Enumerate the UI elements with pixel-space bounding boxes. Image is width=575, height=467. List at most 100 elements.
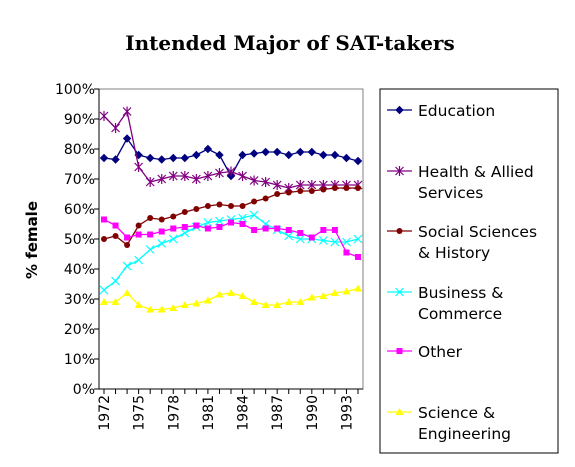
data-point-other — [355, 254, 361, 260]
plot-area — [98, 88, 364, 390]
data-point-science-engineering — [146, 305, 155, 313]
data-point-business-commerce — [284, 231, 294, 241]
data-point-science-engineering — [227, 289, 235, 296]
data-point-science-engineering — [169, 304, 178, 311]
data-point-education — [353, 156, 363, 166]
legend-label: Health & Allied — [418, 163, 534, 181]
y-tick-label: 20% — [64, 322, 95, 338]
data-point-education — [157, 155, 166, 164]
legend-label: Commerce — [418, 305, 502, 323]
x-tick-label: 1975 — [132, 395, 148, 431]
data-point-health-allied-services — [99, 111, 109, 121]
y-tick-label: 40% — [64, 262, 95, 278]
legend-label: Science & — [418, 404, 495, 422]
data-point-health-allied-services — [111, 123, 120, 133]
data-point-other — [320, 227, 327, 233]
data-point-other — [181, 224, 188, 230]
legend-swatch-marker — [395, 105, 404, 115]
y-tick-label: 90% — [64, 112, 95, 128]
data-point-health-allied-services — [157, 174, 167, 184]
y-tick-label: 80% — [64, 142, 95, 158]
data-point-education — [192, 150, 201, 160]
legend-label: Engineering — [418, 425, 511, 443]
legend-entry-business-commerce: Business & Commerce — [387, 284, 503, 323]
data-point-social-sciences-history — [297, 188, 304, 194]
y-axis: 0% 10% 20% 30% 40% 50% 60% 70% 80% 90% 100% — [55, 82, 100, 398]
legend-swatch-marker — [396, 348, 403, 354]
y-tick-label: 70% — [64, 172, 95, 188]
data-point-science-engineering — [307, 293, 316, 301]
series-line-business-commerce — [103, 214, 359, 291]
data-point-other — [228, 219, 234, 226]
data-point-health-allied-services — [134, 162, 144, 172]
data-point-education — [203, 144, 213, 154]
series-layer — [99, 106, 363, 313]
series-social-sciences-history — [101, 185, 361, 248]
data-point-education — [319, 150, 328, 160]
data-point-business-commerce — [180, 228, 190, 238]
data-point-business-commerce — [122, 261, 132, 271]
data-point-education — [307, 147, 317, 157]
data-point-education — [296, 147, 305, 157]
data-point-health-allied-services — [272, 180, 282, 190]
data-point-social-sciences-history — [147, 215, 154, 221]
data-point-business-commerce — [145, 245, 155, 254]
data-point-science-engineering — [238, 292, 247, 299]
data-point-social-sciences-history — [170, 213, 177, 220]
data-point-science-engineering — [342, 287, 351, 295]
data-point-business-commerce — [330, 237, 340, 247]
legend-swatch-marker — [395, 287, 404, 297]
data-point-health-allied-services — [261, 177, 271, 187]
data-point-business-commerce — [203, 218, 213, 227]
data-point-science-engineering — [296, 298, 305, 305]
data-point-other — [170, 225, 177, 232]
series-health-allied-services — [99, 106, 363, 193]
data-point-health-allied-services — [215, 168, 224, 178]
data-point-other — [251, 227, 258, 233]
data-point-education — [272, 147, 282, 157]
data-point-other — [343, 249, 350, 256]
data-point-other — [204, 225, 211, 232]
data-point-health-allied-services — [168, 171, 178, 181]
y-axis-label: % female — [23, 201, 41, 279]
legend-box — [379, 88, 559, 454]
y-tick-label: 60% — [64, 202, 95, 218]
data-point-health-allied-services — [226, 166, 236, 177]
legend-label: & History — [418, 244, 490, 262]
data-point-science-engineering — [100, 298, 108, 305]
data-point-other — [101, 216, 107, 223]
legend-label: Social Sciences — [418, 223, 537, 241]
data-point-other — [274, 225, 281, 232]
data-point-other — [193, 222, 200, 229]
data-point-education — [284, 150, 293, 160]
legend-entry-health-allied-services: Health & Allied Services — [387, 163, 534, 202]
data-point-social-sciences-history — [331, 185, 338, 191]
data-point-other — [285, 227, 292, 233]
legend: Education Health & Allied Services Social S… — [387, 102, 537, 443]
data-point-social-sciences-history — [124, 242, 131, 248]
data-point-social-sciences-history — [181, 209, 188, 215]
data-point-business-commerce — [134, 255, 144, 265]
data-point-other — [135, 231, 142, 238]
data-point-social-sciences-history — [355, 185, 361, 191]
data-point-other — [331, 227, 338, 233]
data-point-education — [249, 149, 259, 158]
data-point-social-sciences-history — [204, 203, 211, 209]
data-point-social-sciences-history — [193, 206, 200, 212]
y-tick-label: 50% — [64, 232, 95, 248]
data-point-science-engineering — [284, 298, 293, 305]
x-axis: 1972 1975 1978 1981 1984 1987 1990 1993 — [97, 388, 363, 431]
data-point-social-sciences-history — [262, 195, 269, 202]
data-point-business-commerce — [168, 234, 178, 244]
data-point-science-engineering — [134, 301, 143, 308]
data-point-business-commerce — [353, 234, 363, 244]
data-point-social-sciences-history — [239, 203, 246, 209]
data-point-health-allied-services — [203, 171, 213, 181]
data-point-science-engineering — [123, 289, 132, 296]
data-point-education — [180, 153, 190, 163]
data-point-business-commerce — [215, 216, 224, 226]
legend-swatch-marker — [395, 408, 404, 415]
data-point-health-allied-services — [249, 175, 259, 186]
series-other — [101, 216, 361, 260]
data-point-health-allied-services — [238, 171, 247, 181]
